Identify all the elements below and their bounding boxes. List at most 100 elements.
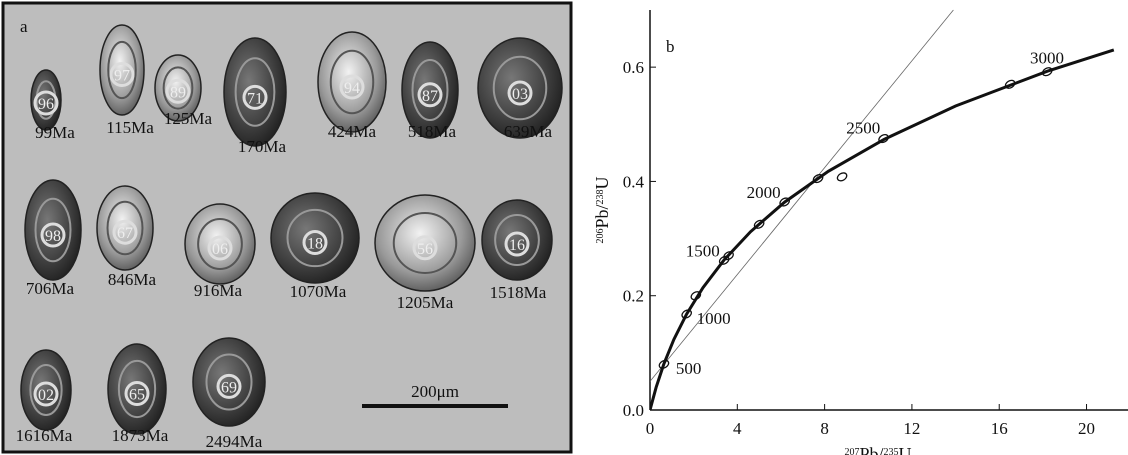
age-label: 846Ma bbox=[108, 270, 157, 289]
spot-label: 87 bbox=[422, 88, 438, 105]
spot bbox=[242, 84, 268, 110]
spot bbox=[33, 90, 59, 116]
spot bbox=[507, 80, 533, 106]
analysis-ellipse bbox=[1041, 67, 1053, 77]
y-axis-title-part: Pb/ bbox=[592, 204, 612, 228]
grain-zone bbox=[29, 364, 63, 416]
x-tick-label: 20 bbox=[1078, 419, 1095, 438]
grain bbox=[24, 179, 82, 281]
grain bbox=[154, 54, 202, 122]
analysis-ellipse bbox=[836, 172, 848, 182]
spot bbox=[33, 381, 59, 407]
spot bbox=[302, 230, 328, 255]
x-tick-label: 8 bbox=[820, 419, 829, 438]
age-annotation: 500 bbox=[676, 359, 702, 378]
spot bbox=[504, 231, 530, 257]
grain bbox=[477, 37, 563, 139]
age-label: 125Ma bbox=[164, 109, 213, 128]
grain bbox=[374, 194, 476, 292]
age-label: 1873Ma bbox=[112, 426, 169, 445]
age-label: 2494Ma bbox=[206, 432, 263, 451]
x-tick-label: 16 bbox=[991, 419, 1008, 438]
chart: 0.00.20.40.60 4 8 12 16 20207Pb/235U206Pb/238… bbox=[592, 9, 1128, 455]
age-label: 518Ma bbox=[408, 122, 457, 141]
spot bbox=[417, 82, 443, 108]
analysis-ellipse bbox=[723, 251, 734, 261]
grain-zone bbox=[106, 200, 144, 256]
x-axis-title-part: 207 bbox=[844, 447, 859, 455]
age-label: 99Ma bbox=[35, 123, 75, 142]
spot-label: 98 bbox=[45, 228, 61, 245]
grain-zone bbox=[162, 66, 194, 110]
spot-label: 97 bbox=[114, 68, 130, 85]
y-axis-title-part: U bbox=[592, 176, 612, 189]
grain-zone bbox=[205, 353, 253, 411]
plot-area: 500 1000 1500 2000 2500 3000 bbox=[650, 9, 1115, 410]
y-tick-label: 0.6 bbox=[623, 58, 644, 77]
panel-letter: a bbox=[20, 17, 28, 36]
spot-label: 03 bbox=[512, 86, 528, 103]
panel-letter: b bbox=[666, 37, 675, 56]
age-label: 1205Ma bbox=[397, 293, 454, 312]
age-label: 115Ma bbox=[106, 118, 154, 137]
x-tick-label: 4 bbox=[733, 419, 742, 438]
analysis-ellipse bbox=[718, 255, 730, 265]
spot-label: 65 bbox=[129, 387, 145, 404]
grain-zone bbox=[286, 208, 344, 268]
reference-line bbox=[650, 9, 954, 382]
grain bbox=[270, 192, 360, 284]
age-annotation: 2000 bbox=[747, 183, 781, 202]
x-axis-title-part: 235 bbox=[884, 447, 899, 455]
age-label: 1518Ma bbox=[490, 283, 547, 302]
age-label: 170Ma bbox=[238, 137, 287, 156]
age-label: 706Ma bbox=[26, 279, 75, 298]
grain-zone bbox=[234, 57, 276, 127]
spot bbox=[40, 222, 66, 248]
grain bbox=[192, 337, 266, 427]
age-label: 639Ma bbox=[504, 122, 553, 141]
spot bbox=[207, 235, 233, 261]
grain-zone bbox=[492, 55, 548, 121]
age-label: 1616Ma bbox=[16, 426, 73, 445]
age-annotation: 1000 bbox=[697, 309, 731, 328]
spot bbox=[216, 373, 242, 399]
x-axis-title-part: U bbox=[899, 444, 912, 455]
grain-zone bbox=[411, 59, 449, 121]
grains: 96 99Ma 97 115Ma 89 125Ma 71 170Ma 94 424Ma 87 518M… bbox=[16, 24, 563, 451]
spot-label: 06 bbox=[212, 241, 228, 258]
grain bbox=[30, 69, 62, 131]
analysis-ellipse bbox=[690, 291, 702, 301]
y-axis-title-part: 238 bbox=[595, 189, 606, 204]
y-axis-title-part: 206 bbox=[595, 229, 606, 244]
analysis-ellipse bbox=[753, 219, 765, 229]
x-tick-label: 0 bbox=[646, 419, 655, 438]
age-annotation: 3000 bbox=[1030, 48, 1064, 67]
grain-zone bbox=[329, 49, 375, 115]
grain bbox=[20, 349, 72, 431]
grain-zone bbox=[117, 359, 157, 419]
age-label: 424Ma bbox=[328, 122, 377, 141]
spot-label: 94 bbox=[344, 80, 360, 97]
grain bbox=[107, 343, 167, 435]
spot-label: 18 bbox=[307, 236, 323, 253]
spot bbox=[339, 74, 365, 100]
spot-label: 89 bbox=[170, 84, 186, 101]
spot bbox=[124, 381, 150, 406]
analysis-ellipse bbox=[1004, 79, 1016, 89]
spot bbox=[412, 235, 438, 261]
x-tick-label: 12 bbox=[903, 419, 920, 438]
age-label: 916Ma bbox=[194, 281, 243, 300]
y-tick-label: 0.4 bbox=[623, 172, 645, 191]
x-axis-title: 207Pb/235U bbox=[844, 444, 911, 455]
grain-zone bbox=[494, 214, 540, 266]
grain bbox=[184, 203, 256, 285]
y-axis-title: 206Pb/238U bbox=[592, 176, 612, 243]
analysis-ellipse bbox=[878, 133, 889, 144]
grain-zone bbox=[392, 212, 458, 274]
spot-label: 56 bbox=[417, 241, 433, 258]
concordia-curve bbox=[650, 48, 1115, 410]
spot bbox=[165, 78, 191, 104]
spot-label: 67 bbox=[117, 225, 133, 242]
grain bbox=[401, 41, 459, 139]
